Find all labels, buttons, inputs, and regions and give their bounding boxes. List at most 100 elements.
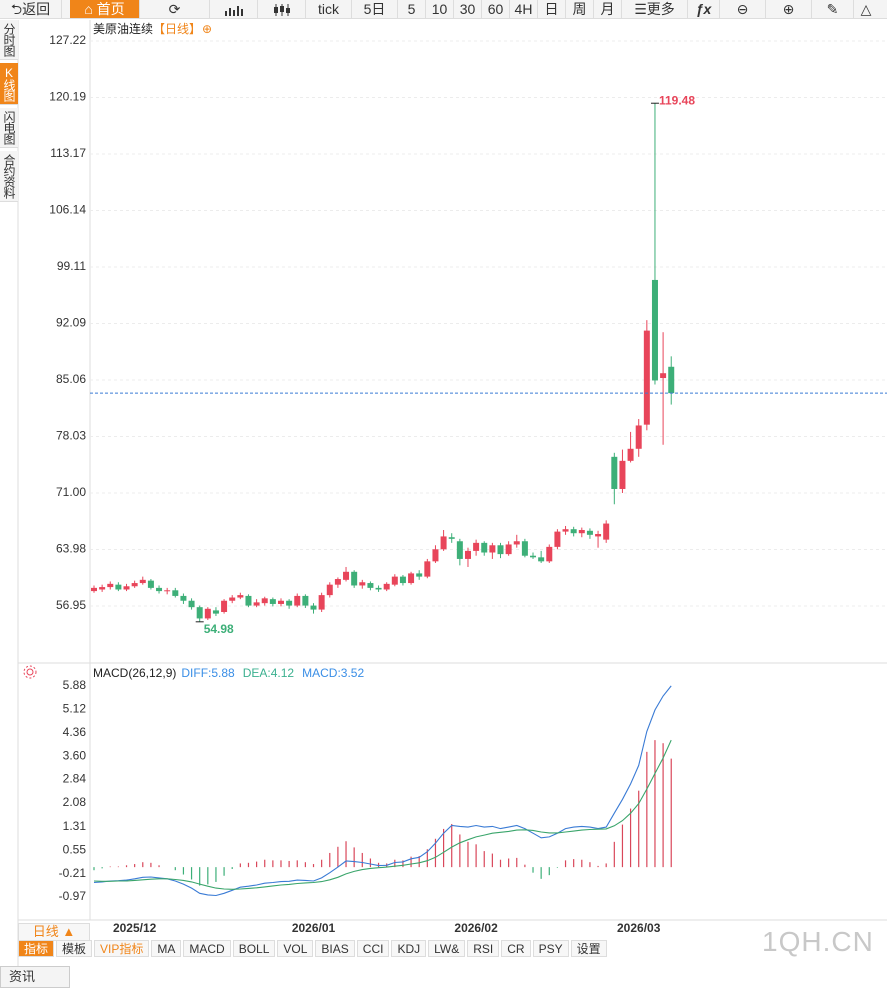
candle-body — [367, 583, 374, 588]
home-button[interactable]: ⌂ 首页 — [70, 0, 140, 18]
sidebar-tab[interactable]: 合约资料 — [0, 151, 18, 202]
sidebar-tab[interactable]: 闪电图 — [0, 108, 18, 148]
y-tick-label: 92.09 — [56, 316, 86, 330]
candle-body — [156, 587, 163, 592]
period-button[interactable]: 10 — [426, 0, 454, 18]
period-selector[interactable]: 日线 ▲ — [18, 923, 90, 941]
candle-body — [188, 600, 195, 608]
indicator-tab[interactable]: BOLL — [232, 940, 276, 957]
candle-body — [172, 590, 179, 596]
candle-button[interactable] — [258, 0, 306, 18]
candle-body — [538, 557, 545, 562]
indicator-title: MACD(26,12,9) — [93, 666, 176, 680]
candle-body — [399, 576, 406, 584]
candle-body — [464, 550, 471, 559]
footer-tab[interactable]: 资讯 — [0, 966, 70, 988]
indicator-tab[interactable]: RSI — [467, 940, 500, 957]
candle-body — [554, 531, 561, 547]
indicator-tab[interactable]: KDJ — [391, 940, 427, 957]
y-tick-label: -0.97 — [59, 889, 87, 903]
watermark: 1QH.CN — [762, 926, 874, 957]
indicator-tab[interactable]: MACD — [183, 940, 231, 957]
add-symbol: ⊕ — [202, 22, 212, 36]
period-button[interactable]: 30 — [454, 0, 482, 18]
candle-body — [668, 366, 675, 394]
indicator-tab[interactable]: PSY — [532, 940, 569, 957]
zoom-in-button[interactable]: ⊕ — [766, 0, 812, 18]
candle-body — [611, 456, 618, 489]
indicator-value: DEA:4.12 — [243, 666, 295, 680]
y-tick-label: 2.84 — [63, 772, 87, 786]
candle-body — [603, 523, 610, 540]
period-button[interactable]: 日 — [538, 0, 566, 18]
period-button[interactable]: 60 — [482, 0, 510, 18]
indicator-tab[interactable]: LW& — [428, 940, 466, 957]
candle-body — [164, 590, 171, 592]
indicator-tab[interactable]: 模板 — [56, 940, 93, 957]
y-tick-label: 63.98 — [56, 542, 86, 556]
candle-body — [115, 584, 122, 590]
indicator-tab[interactable]: MA — [151, 940, 182, 957]
refresh-button[interactable]: ⟳ — [140, 0, 210, 18]
tick-button[interactable]: tick — [306, 0, 352, 18]
draw-button[interactable]: ✎ — [812, 0, 854, 18]
candle-body — [204, 608, 211, 619]
period-button[interactable]: 5日 — [352, 0, 398, 18]
interval-label: 【日线】 — [153, 22, 201, 36]
candle-body — [481, 542, 488, 553]
y-tick-label: -0.21 — [59, 866, 87, 880]
candle-body — [635, 425, 642, 449]
collapse-button[interactable]: △ — [860, 1, 872, 17]
candle-body — [489, 545, 496, 553]
y-tick-label: 113.17 — [50, 146, 86, 160]
y-tick-label: 71.00 — [56, 485, 86, 499]
candle-body — [473, 542, 480, 551]
indicator-tab[interactable]: CCI — [356, 940, 390, 957]
indicator-value: MACD:3.52 — [302, 666, 364, 680]
y-tick-label: 85.06 — [56, 372, 86, 386]
indicator-tab[interactable]: VOL — [277, 940, 314, 957]
candle-body — [196, 607, 203, 619]
indicator-tab[interactable]: CR — [501, 940, 531, 957]
candle-body — [245, 595, 252, 606]
indicator-tab[interactable]: VIP指标 — [94, 940, 150, 957]
y-tick-label: 78.03 — [56, 429, 86, 443]
candle-body — [91, 587, 97, 592]
y-tick-label: 5.88 — [63, 678, 87, 692]
candle-body — [448, 537, 455, 539]
indicator-tab[interactable]: 指标 — [18, 940, 55, 957]
candle-body — [131, 583, 138, 587]
candle-body — [416, 573, 423, 577]
indicator-line — [93, 685, 672, 897]
settings-icon[interactable] — [23, 665, 37, 679]
period-button[interactable]: 周 — [566, 0, 594, 18]
candle-body — [651, 279, 658, 381]
zoom-out-button[interactable]: ⊖ — [720, 0, 766, 18]
indicator-tab[interactable]: 设置 — [570, 940, 607, 957]
back-label: 返回 — [22, 1, 51, 17]
formula-button[interactable]: ƒx — [688, 0, 720, 18]
sidebar-tab[interactable]: K线图 — [0, 63, 18, 105]
candle-body — [180, 595, 187, 601]
sidebar: 分时图 K线图 闪电图 合约资料 — [0, 20, 18, 205]
period-button[interactable]: 4H — [510, 0, 538, 18]
candle-body — [359, 582, 366, 586]
sidebar-tab[interactable]: 分时图 — [0, 20, 18, 60]
indicator-line — [93, 739, 672, 890]
more-button[interactable]: ☰更多 — [622, 0, 688, 18]
period-button[interactable]: 月 — [594, 0, 622, 18]
candle-body — [253, 602, 260, 606]
candle-body — [391, 576, 398, 585]
candle-body — [570, 529, 577, 534]
more-label: 更多 — [646, 1, 675, 17]
x-tick-label: 2026/01 — [292, 921, 336, 935]
period-button[interactable]: 5 — [398, 0, 426, 18]
back-button[interactable]: ⮌返回 — [0, 0, 62, 18]
candle-body — [302, 595, 309, 606]
bar-chart-button[interactable] — [210, 0, 258, 18]
y-tick-label: 0.55 — [63, 842, 87, 856]
candle-body — [261, 598, 268, 604]
indicator-tab[interactable]: BIAS — [315, 940, 355, 957]
